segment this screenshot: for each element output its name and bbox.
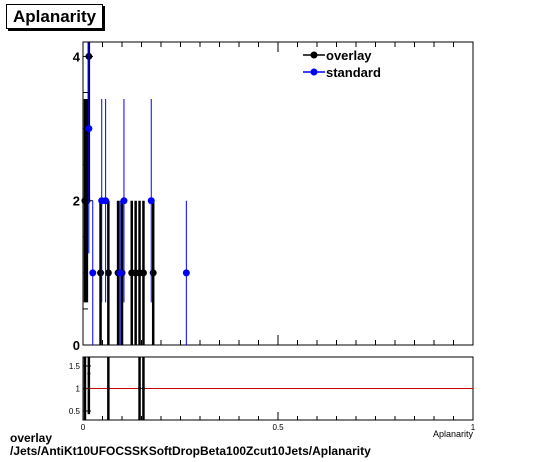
data-point	[104, 269, 112, 277]
ratio-point	[141, 387, 145, 390]
ratio-x-tick-label: 0.5	[272, 423, 284, 432]
legend-label: overlay	[326, 48, 372, 63]
data-point	[182, 269, 190, 277]
ratio-y-tick-label: 0.5	[69, 407, 81, 416]
data-point	[89, 269, 97, 277]
data-point	[147, 197, 155, 205]
chart-title: Aplanarity	[6, 4, 104, 29]
y-tick-label: 4	[73, 49, 81, 64]
caption-line-2: /Jets/AntiKt10UFOCSSKSoftDropBeta100Zcut…	[10, 444, 371, 458]
caption: overlay /Jets/AntiKt10UFOCSSKSoftDropBet…	[10, 432, 371, 458]
series-standard	[85, 42, 190, 345]
x-axis-label: Aplanarity	[433, 429, 474, 439]
ratio-point	[106, 387, 110, 390]
main-plot-frame	[82, 41, 474, 346]
ratio-y-tick-label: 1	[76, 385, 81, 394]
legend-marker	[310, 51, 318, 59]
legend: overlay standard	[303, 48, 381, 80]
data-point	[116, 269, 124, 277]
ratio-point	[83, 387, 87, 390]
series-ratio	[83, 357, 145, 420]
main-series	[81, 42, 190, 345]
data-point	[102, 197, 110, 205]
legend-marker	[310, 68, 318, 76]
ratio-point	[87, 372, 91, 376]
ratio-point	[138, 387, 142, 390]
ratio-axes: 0.511.50 0.5 1	[69, 362, 476, 432]
ratio-y-tick-label: 1.5	[69, 362, 81, 371]
data-point	[120, 197, 128, 205]
data-point	[85, 125, 93, 133]
data-point	[97, 269, 105, 277]
caption-line-1: overlay	[10, 431, 53, 445]
y-tick-label: 0	[73, 338, 80, 353]
ratio-x-tick-label: 1	[471, 423, 476, 432]
ratio-x-tick-label: 0	[81, 423, 86, 432]
y-tick-label: 2	[73, 194, 80, 209]
ratio-series	[83, 357, 145, 420]
legend-label: standard	[326, 65, 381, 80]
data-point	[139, 269, 147, 277]
